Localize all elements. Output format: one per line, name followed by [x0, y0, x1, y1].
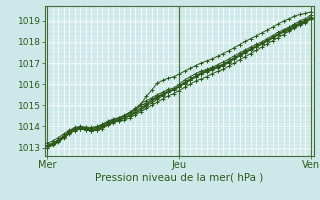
X-axis label: Pression niveau de la mer( hPa ): Pression niveau de la mer( hPa ): [95, 173, 263, 183]
